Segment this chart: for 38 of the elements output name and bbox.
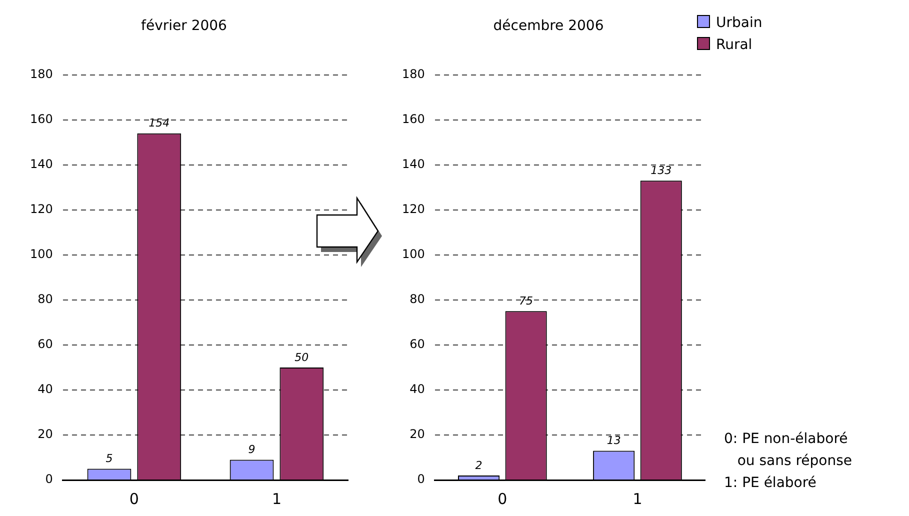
y-tick-label: 40 [38,382,53,396]
data-label: 50 [294,350,309,364]
y-tick-label: 180 [402,66,425,81]
y-tick-label: 180 [30,66,53,81]
y-tick-label: 0 [45,472,53,486]
y-tick-label: 120 [402,202,425,216]
y-tick-label: 80 [410,292,425,306]
y-tick-label: 0 [417,472,425,486]
legend-label: Rural [715,36,754,55]
text: 0: PE non-élaboré ou sans réponse [724,430,852,471]
y-tick-label: 20 [410,427,425,442]
y-tick-label: 120 [30,202,53,216]
y-tick-label: 140 [402,156,425,171]
data-label: 9 [248,443,256,456]
y-tick-label: 100 [402,247,425,262]
y-tick-label: 60 [38,337,53,352]
chart-title: février 2006 [141,18,228,34]
chart-title: décembre 2006 [493,18,604,34]
y-tick-label: 40 [410,382,425,396]
data-label: 5 [106,452,113,466]
data-label: 13 [606,434,621,448]
y-tick-label: 60 [410,337,425,352]
text: 1: PE élaboré [724,474,818,493]
x-tick-label: 0 [498,490,508,508]
y-tick-label: 160 [402,112,425,126]
data-label: 2 [475,458,482,472]
y-tick-label: 80 [38,292,53,306]
y-tick-label: 100 [30,247,53,262]
data-label: 133 [650,164,672,177]
y-tick-label: 160 [30,112,53,126]
data-label: 154 [148,116,170,130]
legend-label: Urbain [715,14,762,33]
y-tick-label: 20 [38,427,53,442]
x-tick-label: 1 [632,490,642,508]
x-tick-label: 0 [129,490,139,508]
data-label: 75 [519,294,534,308]
x-tick-label: 1 [272,490,282,508]
y-tick-label: 140 [30,156,53,171]
